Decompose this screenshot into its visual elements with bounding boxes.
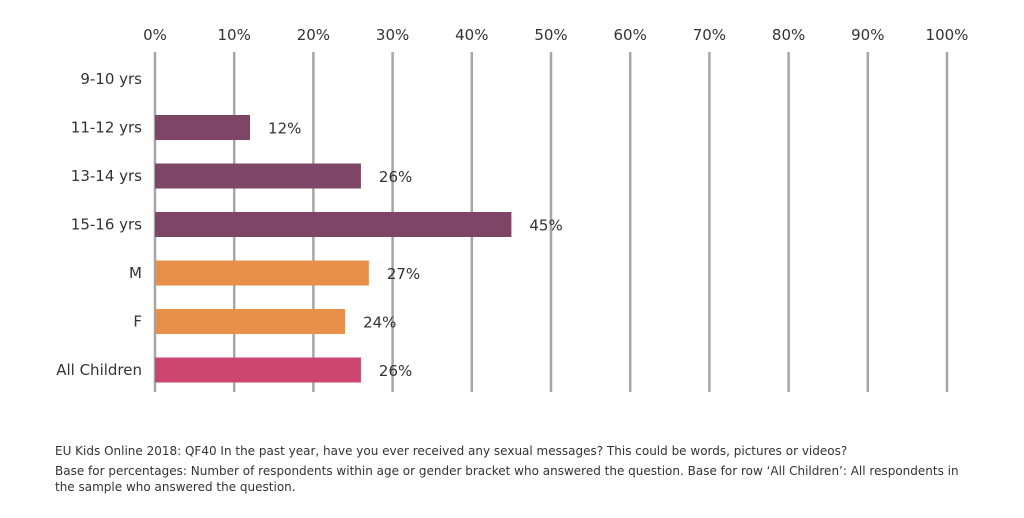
x-tick-label: 70%	[693, 26, 726, 44]
x-tick-label: 60%	[614, 26, 647, 44]
x-tick-label: 10%	[218, 26, 251, 44]
bar	[155, 260, 369, 286]
bar	[155, 163, 361, 189]
category-label: 13-14 yrs	[71, 167, 142, 185]
category-label: 11-12 yrs	[71, 119, 142, 137]
x-tick-label: 30%	[376, 26, 409, 44]
bar-chart: 0% 10% 20% 30% 40% 50% 60% 70% 80% 90% 100% 9-10 yr…	[56, 26, 969, 392]
x-tick-label: 100%	[926, 26, 969, 44]
bar	[155, 115, 251, 140]
x-tick-label: 20%	[297, 26, 330, 44]
x-tick-label: 80%	[772, 26, 805, 44]
bar	[155, 309, 346, 334]
bar	[155, 212, 512, 237]
x-tick-label: 0%	[143, 26, 167, 44]
data-label: 26%	[379, 168, 412, 186]
data-label: 24%	[363, 314, 396, 332]
bar	[155, 357, 361, 383]
data-label: 12%	[268, 120, 301, 138]
category-label: All Children	[56, 361, 142, 379]
category-label: M	[129, 264, 142, 282]
base-note: Base for percentages: Number of responde…	[55, 464, 959, 494]
category-label: F	[133, 313, 142, 331]
source-note: EU Kids Online 2018: QF40 In the past ye…	[55, 444, 848, 458]
category-label: 9-10 yrs	[80, 70, 142, 88]
chart-notes: EU Kids Online 2018: QF40 In the past ye…	[55, 443, 975, 499]
x-tick-label: 50%	[534, 26, 567, 44]
x-tick-label: 90%	[851, 26, 884, 44]
data-label: 26%	[379, 362, 412, 380]
data-label: 45%	[529, 217, 562, 235]
data-label: 27%	[387, 265, 420, 283]
category-label: 15-16 yrs	[71, 216, 142, 234]
x-tick-label: 40%	[455, 26, 488, 44]
